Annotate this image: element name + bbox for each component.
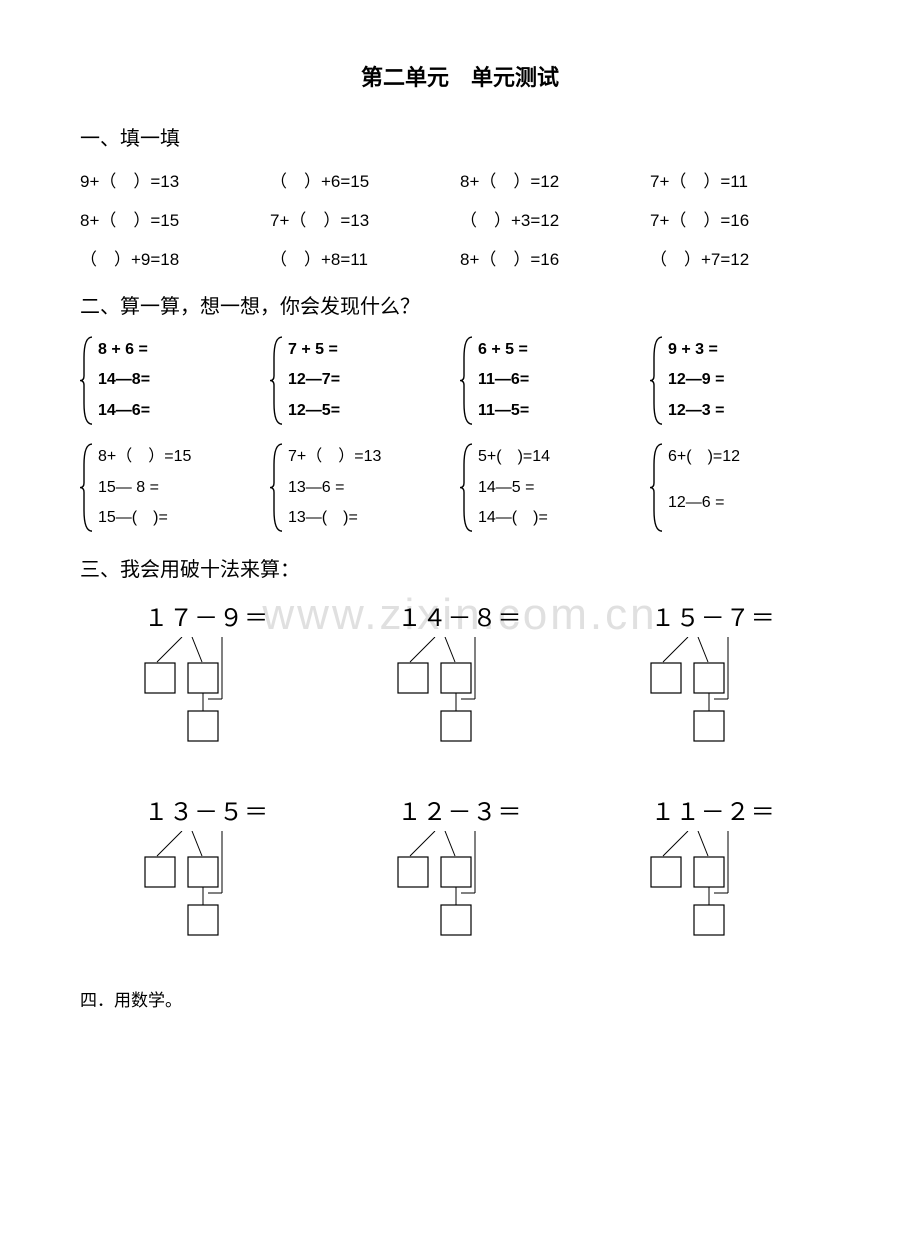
fill-cell: 7+（ ）=11 <box>650 167 840 192</box>
section4-heading: 四．用数学。 <box>80 986 840 1011</box>
brace-line: 11—6= <box>478 365 529 395</box>
brace-group: 8+（ ）=1515— 8 =15—( )= <box>80 442 270 533</box>
brace-icon <box>270 442 284 533</box>
page-title: 第二单元 单元测试 <box>80 60 840 92</box>
break-ten-item: １７－９＝ <box>137 598 277 762</box>
fill-row: 8+（ ）=157+（ ）=13（ ）+3=127+（ ）=16 <box>80 206 840 231</box>
brace-row: 8 + 6 =14—8=14—6= 7 + 5 =12—7=12—5= 6 + … <box>80 335 840 426</box>
brace-row: 8+（ ）=1515— 8 =15—( )= 7+（ ）=1313—6 =13—… <box>80 442 840 533</box>
brace-line: 6+( )=12 <box>668 442 740 472</box>
break-ten-expr: １３－５＝ <box>144 792 269 827</box>
break-ten-diagram <box>643 637 783 762</box>
brace-content: 9 + 3 =12—9 =12—3 = <box>664 335 724 426</box>
brace-group: 6+( )=12 12—6 = <box>650 442 840 533</box>
brace-line: 12—3 = <box>668 396 724 426</box>
fill-row: （ ）+9=18（ ）+8=118+（ ）=16（ ）+7=12 <box>80 245 840 270</box>
break-ten-expr: １２－３＝ <box>397 792 522 827</box>
brace-icon <box>460 442 474 533</box>
fill-row: 9+（ ）=13（ ）+6=158+（ ）=127+（ ）=11 <box>80 167 840 192</box>
fill-cell: （ ）+9=18 <box>80 245 270 270</box>
fill-cell: （ ）+7=12 <box>650 245 840 270</box>
brace-icon <box>460 335 474 426</box>
brace-line: 14—( )= <box>478 503 550 533</box>
fill-cell: 7+（ ）=16 <box>650 206 840 231</box>
brace-group: 6 + 5 =11—6=11—5= <box>460 335 650 426</box>
brace-content: 8+（ ）=1515— 8 =15—( )= <box>94 442 191 533</box>
break-ten-item: １５－７＝ <box>643 598 783 762</box>
brace-content: 6+( )=12 12—6 = <box>664 442 740 533</box>
brace-line: 14—5 = <box>478 473 550 503</box>
brace-icon <box>80 335 94 426</box>
brace-line: 7 + 5 = <box>288 335 340 365</box>
section2-heading: 二、算一算，想一想，你会发现什么？ <box>80 290 840 319</box>
brace-line: 13—( )= <box>288 503 381 533</box>
brace-content: 8 + 6 =14—8=14—6= <box>94 335 150 426</box>
brace-group: 8 + 6 =14—8=14—6= <box>80 335 270 426</box>
brace-line: 9 + 3 = <box>668 335 724 365</box>
brace-line: 5+( )=14 <box>478 442 550 472</box>
brace-icon <box>650 335 664 426</box>
break-ten-expr: １５－７＝ <box>651 598 776 633</box>
section3-content: １７－９＝ １４－８＝ １５－７＝ <box>80 598 840 956</box>
brace-group: 9 + 3 =12—9 =12—3 = <box>650 335 840 426</box>
fill-cell: （ ）+6=15 <box>270 167 460 192</box>
break-ten-diagram <box>137 637 277 762</box>
brace-content: 5+( )=1414—5 =14—( )= <box>474 442 550 533</box>
brace-line: 15—( )= <box>98 503 191 533</box>
break-ten-diagram <box>643 831 783 956</box>
break-ten-item: １１－２＝ <box>643 792 783 956</box>
brace-icon <box>270 335 284 426</box>
break-ten-diagram <box>137 831 277 956</box>
brace-line: 12—9 = <box>668 365 724 395</box>
break-ten-item: １３－５＝ <box>137 792 277 956</box>
brace-group: 7 + 5 =12—7=12—5= <box>270 335 460 426</box>
brace-line: 14—6= <box>98 396 150 426</box>
break-ten-row: １３－５＝ １２－３＝ １１－２＝ <box>80 792 840 956</box>
brace-line: 8 + 6 = <box>98 335 150 365</box>
section1-content: 9+（ ）=13（ ）+6=158+（ ）=127+（ ）=11 8+（ ）=15… <box>80 167 840 270</box>
brace-line: 13—6 = <box>288 473 381 503</box>
brace-content: 6 + 5 =11—6=11—5= <box>474 335 529 426</box>
fill-cell: 7+（ ）=13 <box>270 206 460 231</box>
brace-line: 11—5= <box>478 396 529 426</box>
brace-group: 5+( )=1414—5 =14—( )= <box>460 442 650 533</box>
brace-group: 7+（ ）=1313—6 =13—( )= <box>270 442 460 533</box>
fill-cell: 8+（ ）=15 <box>80 206 270 231</box>
brace-line: 15— 8 = <box>98 473 191 503</box>
fill-cell: 8+（ ）=16 <box>460 245 650 270</box>
brace-line: 6 + 5 = <box>478 335 529 365</box>
break-ten-expr: １４－８＝ <box>397 598 522 633</box>
fill-cell: （ ）+8=11 <box>270 245 460 270</box>
break-ten-item: １２－３＝ <box>390 792 530 956</box>
section3-heading: 三、我会用破十法来算： <box>80 553 840 582</box>
fill-cell: 8+（ ）=12 <box>460 167 650 192</box>
brace-line: 12—5= <box>288 396 340 426</box>
break-ten-expr: １７－９＝ <box>144 598 269 633</box>
section2-content: 8 + 6 =14—8=14—6= 7 + 5 =12—7=12—5= 6 + … <box>80 335 840 533</box>
break-ten-item: １４－８＝ <box>390 598 530 762</box>
brace-content: 7 + 5 =12—7=12—5= <box>284 335 340 426</box>
fill-cell: 9+（ ）=13 <box>80 167 270 192</box>
section1-heading: 一、填一填 <box>80 122 840 151</box>
brace-icon <box>650 442 664 533</box>
break-ten-diagram <box>390 831 530 956</box>
break-ten-expr: １１－２＝ <box>651 792 776 827</box>
brace-line: 12—7= <box>288 365 340 395</box>
brace-line: 8+（ ）=15 <box>98 442 191 472</box>
brace-icon <box>80 442 94 533</box>
break-ten-row: １７－９＝ １４－８＝ １５－７＝ <box>80 598 840 762</box>
brace-line: 12—6 = <box>668 488 740 518</box>
fill-cell: （ ）+3=12 <box>460 206 650 231</box>
brace-line: 14—8= <box>98 365 150 395</box>
brace-content: 7+（ ）=1313—6 =13—( )= <box>284 442 381 533</box>
brace-line: 7+（ ）=13 <box>288 442 381 472</box>
break-ten-diagram <box>390 637 530 762</box>
